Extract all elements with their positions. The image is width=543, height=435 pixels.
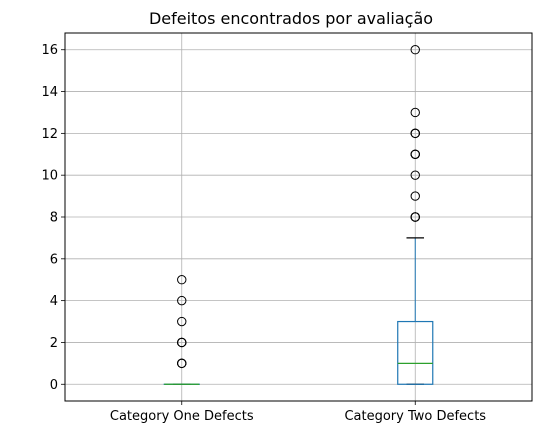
- y-tick-label: 14: [41, 85, 58, 100]
- grid-layer: [65, 33, 532, 401]
- outlier-point: [410, 170, 420, 180]
- y-tick-label: 10: [41, 169, 58, 184]
- iqr-box: [397, 320, 434, 385]
- outlier-point: [410, 45, 420, 55]
- y-tick-label: 12: [41, 127, 58, 142]
- outlier-point: [410, 107, 420, 118]
- y-tick-label: 8: [50, 211, 58, 226]
- outlier-point: [177, 275, 187, 285]
- outlier-point: [177, 337, 187, 348]
- y-tick-label: 2: [50, 336, 58, 351]
- outlier-point: [177, 316, 187, 327]
- y-tick-label: 16: [41, 43, 58, 58]
- x-category-label: Category One Defects: [110, 409, 254, 424]
- y-tick-label: 6: [50, 252, 58, 267]
- outlier-point: [410, 212, 420, 222]
- outlier-point: [410, 191, 420, 201]
- outlier-point: [410, 128, 420, 139]
- box-layer: [163, 45, 434, 385]
- outlier-point: [177, 295, 187, 306]
- chart-title: Defeitos encontrados por avaliação: [149, 9, 433, 28]
- outlier-point: [177, 358, 187, 369]
- x-category-label: Category Two Defects: [344, 409, 486, 424]
- y-tick-label: 4: [50, 294, 58, 309]
- outlier-point: [410, 149, 420, 159]
- y-tick-label: 0: [50, 378, 58, 393]
- axis-layer: 0 2 4 6 8 10 12 14 16 Category One Defects Categor…: [41, 43, 486, 424]
